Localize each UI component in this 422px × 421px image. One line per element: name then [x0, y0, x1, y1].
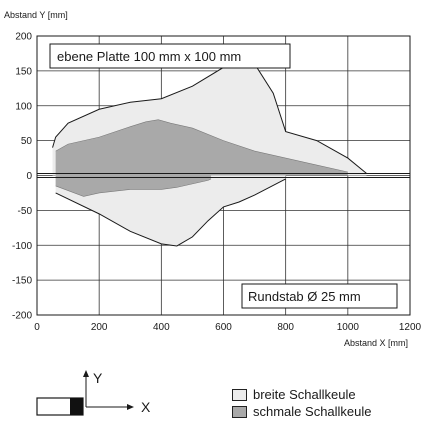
axis-diagram: Y X [36, 370, 151, 416]
series-line [55, 178, 212, 197]
y-axis-title: Abstand Y [mm] [4, 10, 68, 20]
legend-swatch-schmal [232, 405, 247, 418]
y-tick-label: 100 [15, 101, 32, 112]
annotation-rod: Rundstab Ø 25 mm [248, 289, 361, 304]
x-tick-label: 1200 [399, 322, 422, 333]
y-tick-label: -50 [18, 206, 33, 217]
legend-item-breite: breite Schallkeule [232, 386, 372, 403]
legend-label-schmal: schmale Schallkeule [253, 404, 372, 419]
series-area [55, 119, 348, 176]
x-tick-label: 200 [91, 322, 108, 333]
y-tick-label: -100 [12, 241, 32, 252]
series-line [55, 178, 286, 247]
x-tick-label: 0 [34, 322, 40, 333]
diagram-y-arrowhead [83, 370, 89, 377]
y-tick-label: 50 [21, 136, 33, 147]
legend-item-schmal: schmale Schallkeule [232, 403, 372, 420]
diagram-x-label: X [141, 399, 151, 415]
y-tick-label: -200 [12, 311, 32, 322]
diagram-y-label: Y [93, 370, 103, 386]
x-tick-label: 1000 [337, 322, 360, 333]
x-tick-label: 800 [277, 322, 294, 333]
diagram-x-arrowhead [127, 404, 134, 410]
y-tick-label: 150 [15, 66, 32, 77]
legend-label-breite: breite Schallkeule [253, 387, 356, 402]
series-layer [52, 61, 367, 247]
y-tick-label: 0 [26, 171, 32, 182]
axis-labels: 0 200 400 600 800 1000 1200 200 150 100 50 0 -50 -100… [12, 32, 422, 334]
annotation-box-top: ebene Platte 100 mm x 100 mm [49, 43, 291, 69]
sensor-transducer [70, 398, 83, 415]
axes [36, 35, 411, 316]
series-area [55, 175, 286, 246]
legend-swatch-breite [232, 388, 247, 401]
y-tick-label: -150 [12, 276, 32, 287]
annotation-box-top-frame [49, 43, 291, 69]
x-tick-label: 400 [153, 322, 170, 333]
series-line [55, 119, 348, 173]
legend: breite Schallkeule schmale Schallkeule [232, 386, 372, 420]
ultrasonic-sensor-icon [36, 397, 84, 416]
annotation-box-bottom: Rundstab Ø 25 mm [241, 283, 398, 309]
plot-frame [36, 35, 411, 316]
series-area [55, 175, 212, 197]
x-axis-title: Abstand X [mm] [344, 338, 408, 348]
annotation-box-bottom-frame [241, 283, 398, 309]
x-tick-label: 600 [215, 322, 232, 333]
annotation-plate: ebene Platte 100 mm x 100 mm [57, 49, 241, 64]
y-tick-label: 200 [15, 32, 32, 43]
